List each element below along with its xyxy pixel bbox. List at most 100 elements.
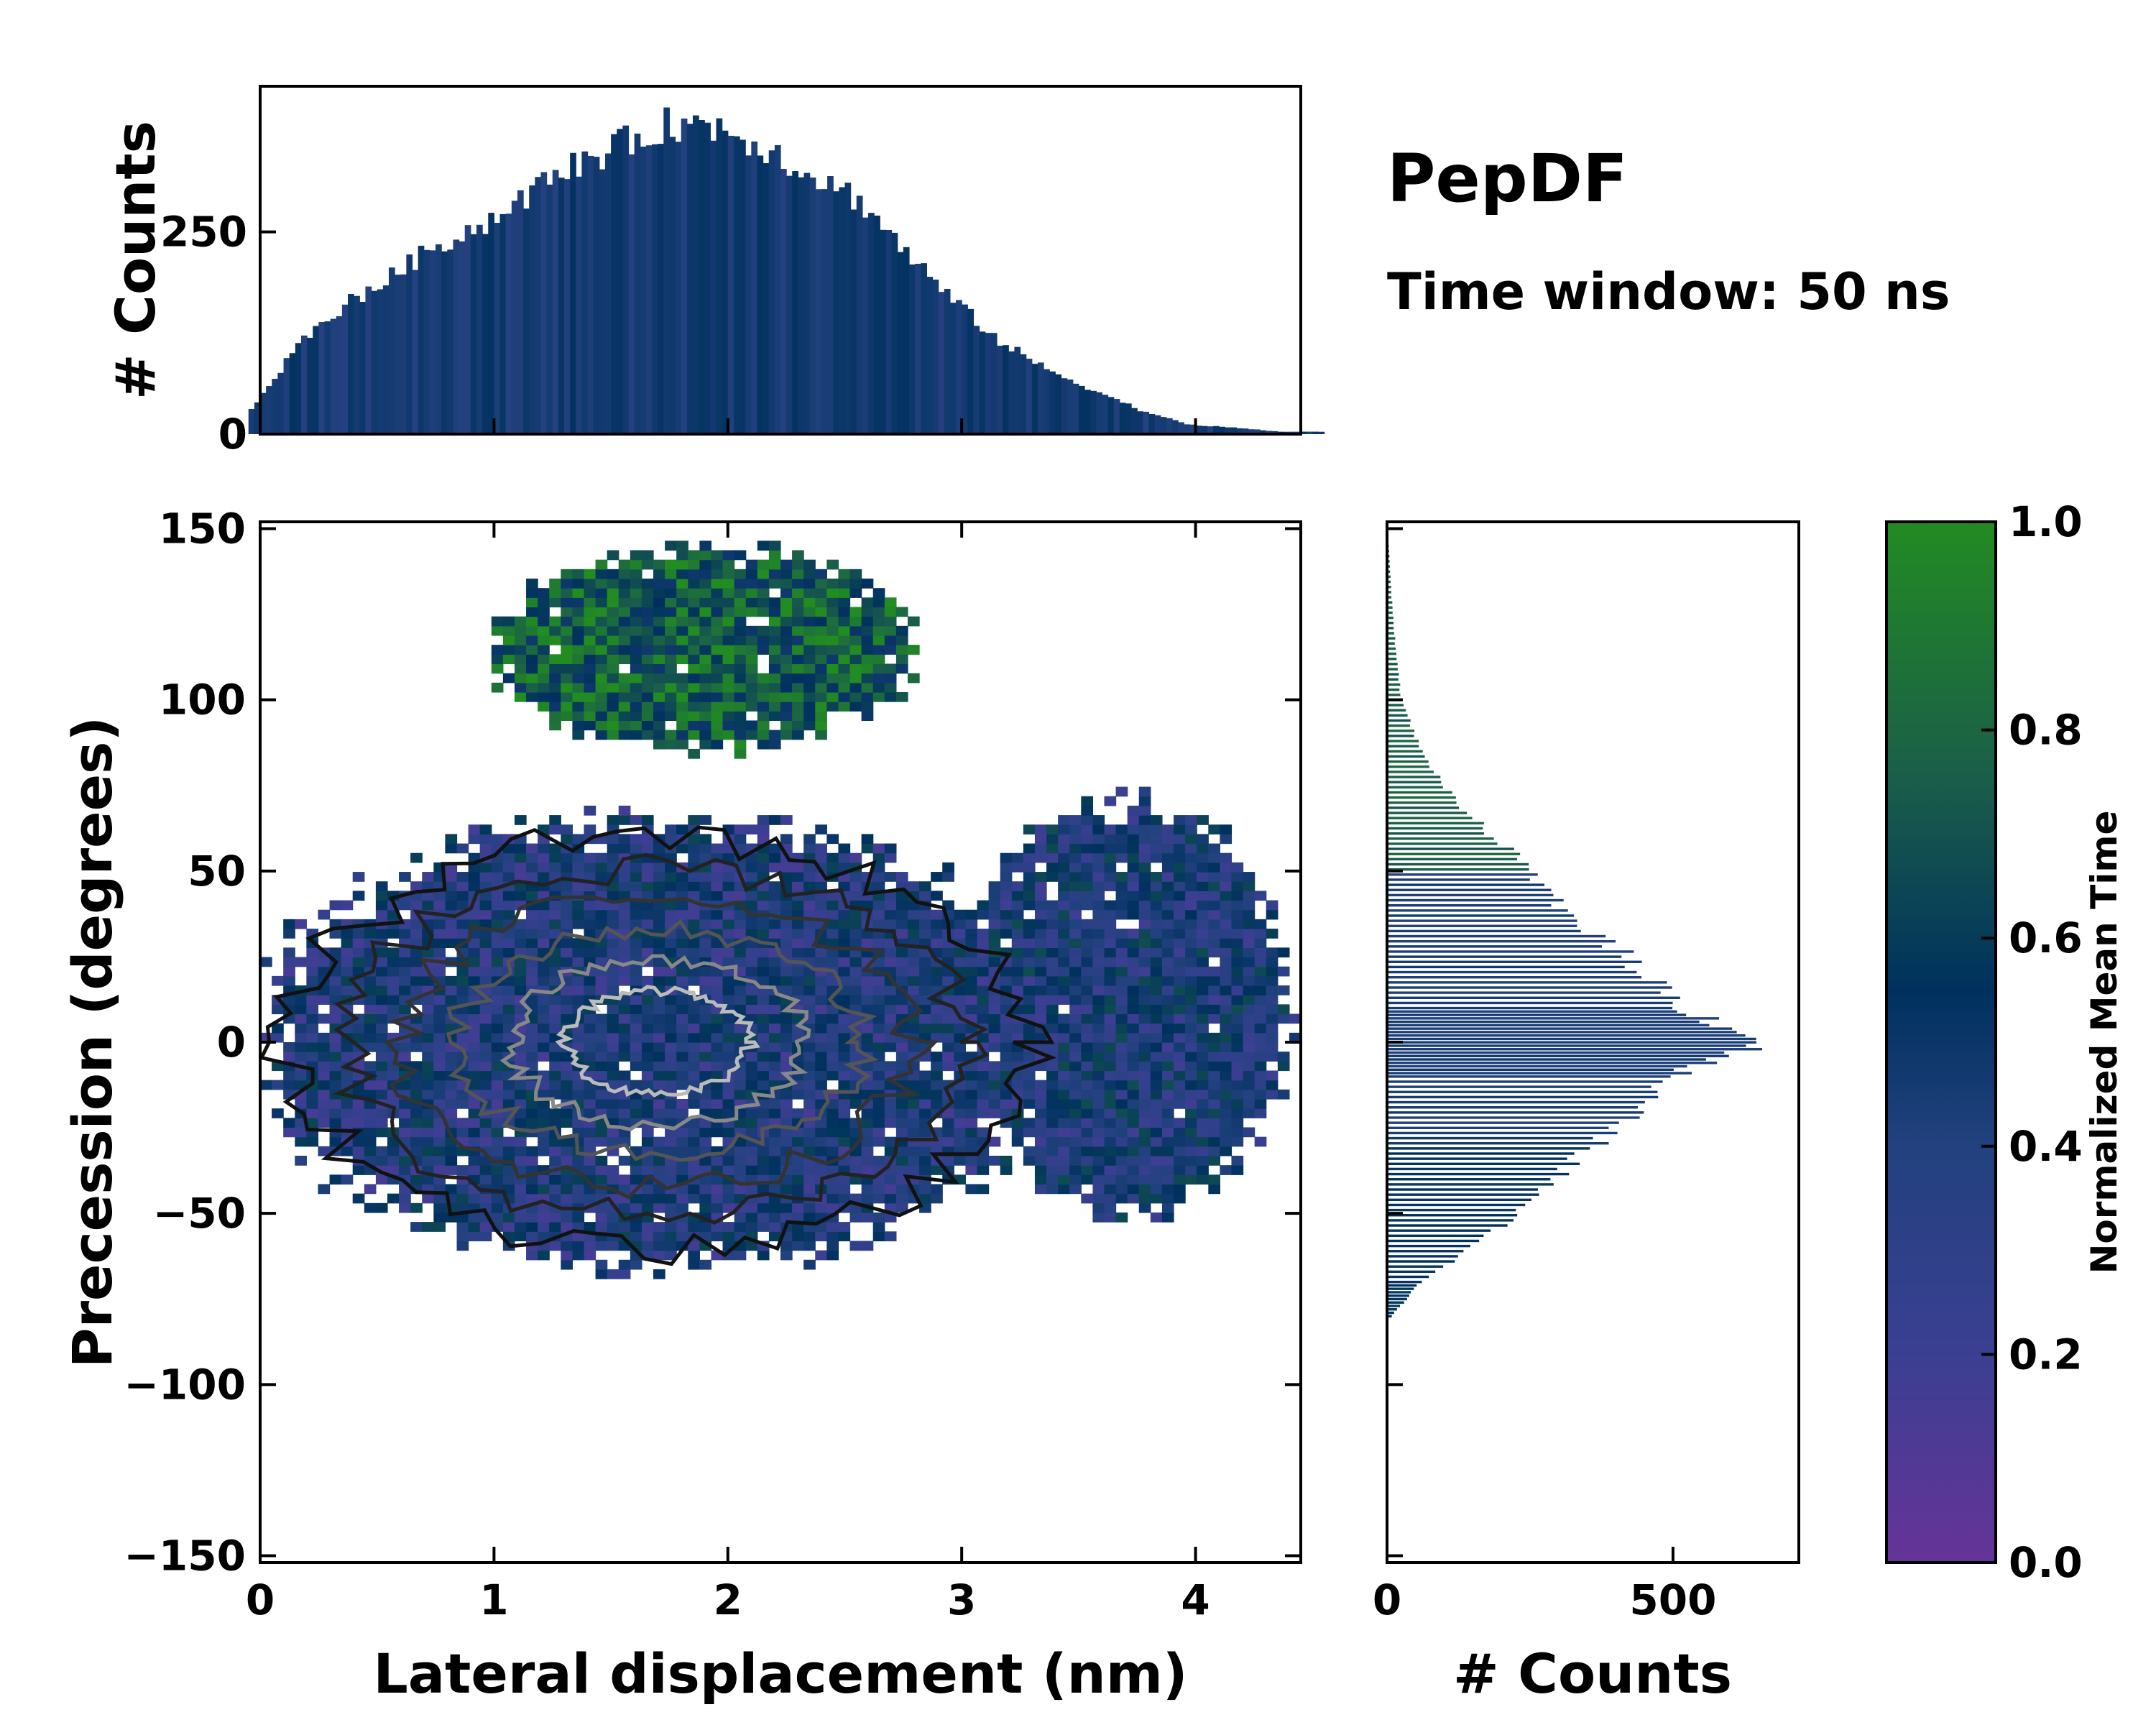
heatmap-cell xyxy=(1254,1136,1267,1147)
heatmap-cell xyxy=(502,1174,515,1185)
heatmap-cell xyxy=(1034,957,1047,967)
heatmap-cell xyxy=(665,540,677,551)
heatmap-cell xyxy=(803,711,816,722)
heatmap-cell xyxy=(1231,1070,1244,1081)
heatmap-cell xyxy=(630,1080,642,1090)
right-histogram-bar xyxy=(1387,591,1391,594)
heatmap-cell xyxy=(1220,852,1233,863)
top-histogram-bar xyxy=(903,247,910,434)
heatmap-cell xyxy=(722,711,735,722)
right-histogram-bar xyxy=(1387,1080,1663,1083)
heatmap-cell xyxy=(595,1269,608,1279)
heatmap-cell xyxy=(884,909,897,920)
heatmap-cell xyxy=(711,1070,724,1081)
top-histogram-bar xyxy=(792,171,799,435)
heatmap-cell xyxy=(514,1089,527,1100)
heatmap-cell xyxy=(1092,1089,1105,1100)
heatmap-cell xyxy=(849,702,862,712)
heatmap-cell xyxy=(1243,1042,1256,1052)
heatmap-cell xyxy=(422,1004,434,1015)
heatmap-cell xyxy=(1138,852,1151,863)
heatmap-cell xyxy=(722,1193,735,1204)
heatmap-cell xyxy=(745,1146,758,1156)
heatmap-cell xyxy=(1289,1013,1301,1024)
colorbar-gradient xyxy=(1885,520,1997,1564)
heatmap-cell xyxy=(653,607,665,617)
heatmap-cell xyxy=(895,1108,908,1118)
colorbar-tick-label: 0.6 xyxy=(2009,914,2083,962)
heatmap-cell xyxy=(1138,1184,1151,1195)
heatmap-cell xyxy=(1115,834,1128,845)
heatmap-cell xyxy=(942,1023,954,1034)
heatmap-cell xyxy=(872,654,885,665)
heatmap-cell xyxy=(688,1089,700,1100)
heatmap-cell xyxy=(1243,1013,1256,1024)
heatmap-cell xyxy=(826,645,839,655)
heatmap-cell xyxy=(387,995,400,1005)
heatmap-cell xyxy=(734,654,747,665)
heatmap-cell xyxy=(872,1108,885,1118)
heatmap-cell xyxy=(607,1013,619,1024)
heatmap-cell xyxy=(399,1155,411,1166)
heatmap-cell xyxy=(676,975,688,986)
heatmap-cell xyxy=(1150,1184,1163,1195)
heatmap-cell xyxy=(665,966,677,977)
heatmap-cell xyxy=(549,1146,561,1156)
heatmap-cell xyxy=(711,682,724,693)
top-histogram-bar xyxy=(1020,354,1027,434)
heatmap-cell xyxy=(341,947,354,958)
heatmap-cell xyxy=(1104,872,1117,882)
heatmap-cell xyxy=(653,938,665,948)
heatmap-cell xyxy=(618,1174,631,1185)
top-histogram-bar xyxy=(669,137,676,434)
heatmap-cell xyxy=(641,938,654,948)
heatmap-cell xyxy=(1277,985,1290,995)
heatmap-cell xyxy=(1231,1108,1244,1118)
heatmap-cell xyxy=(1081,852,1093,863)
heatmap-cell xyxy=(595,1174,608,1185)
heatmap-cell xyxy=(561,852,573,863)
top-histogram-bar xyxy=(1301,431,1307,434)
right-histogram-bar xyxy=(1387,606,1393,609)
heatmap-cell xyxy=(734,1023,747,1034)
heatmap-cell xyxy=(861,578,874,589)
heatmap-cell xyxy=(815,635,827,645)
heatmap-cell xyxy=(757,975,770,986)
heatmap-cell xyxy=(1197,985,1209,995)
heatmap-cell xyxy=(1231,1052,1244,1062)
heatmap-cell xyxy=(1127,1108,1140,1118)
heatmap-cell xyxy=(895,663,908,674)
heatmap-cell xyxy=(1208,1052,1220,1062)
heatmap-cell xyxy=(1208,824,1220,834)
heatmap-cell xyxy=(630,578,642,589)
heatmap-cell xyxy=(745,578,758,589)
heatmap-cell xyxy=(1046,966,1059,977)
heatmap-cell xyxy=(1220,1089,1233,1100)
heatmap-cell xyxy=(561,1136,573,1147)
heatmap-cell xyxy=(1197,1089,1209,1100)
heatmap-cell xyxy=(1254,1023,1267,1034)
heatmap-cell xyxy=(780,1013,793,1024)
heatmap-cell xyxy=(1081,929,1093,939)
heatmap-cell xyxy=(641,1023,654,1034)
heatmap-cell xyxy=(653,1052,665,1062)
heatmap-cell xyxy=(1011,1118,1024,1128)
heatmap-cell xyxy=(676,1080,688,1090)
heatmap-cell xyxy=(630,673,642,684)
heatmap-cell xyxy=(607,1098,619,1109)
heatmap-cell xyxy=(364,1127,377,1138)
heatmap-cell xyxy=(977,909,990,920)
top-histogram-bar xyxy=(681,118,688,435)
heatmap-cell xyxy=(1104,947,1117,958)
heatmap-cell xyxy=(514,1013,527,1024)
heatmap-cell xyxy=(1138,919,1151,929)
heatmap-cell xyxy=(526,929,538,939)
heatmap-cell xyxy=(1197,995,1209,1005)
heatmap-cell xyxy=(1185,834,1197,845)
heatmap-cell xyxy=(1058,938,1070,948)
heatmap-cell xyxy=(561,682,573,693)
heatmap-cell xyxy=(861,702,874,712)
heatmap-cell xyxy=(919,1098,931,1109)
heatmap-cell xyxy=(502,616,515,627)
heatmap-cell xyxy=(410,1089,423,1100)
